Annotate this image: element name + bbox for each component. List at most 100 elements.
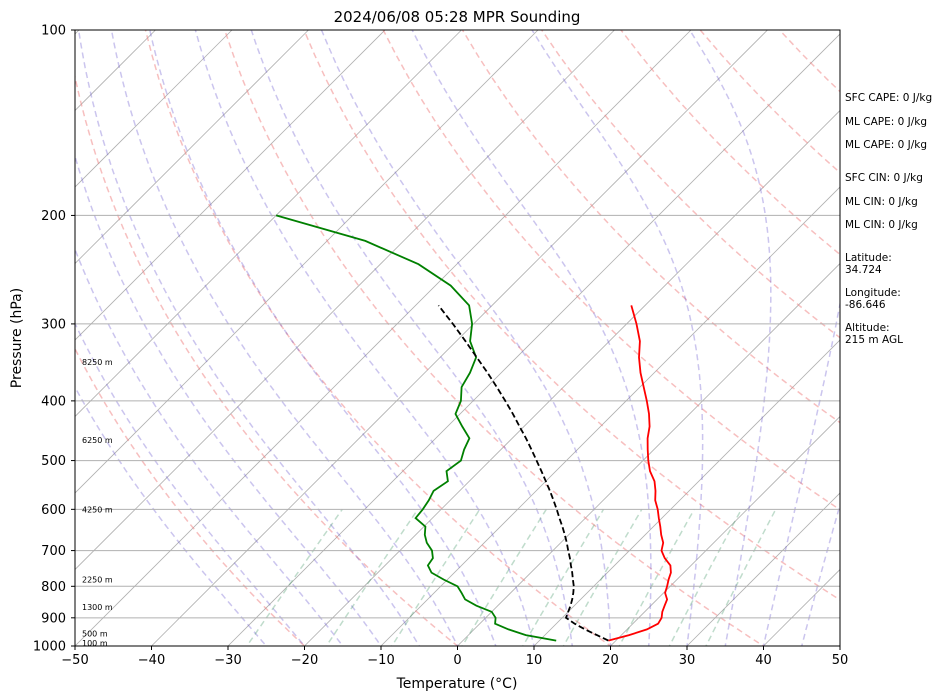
background-lines xyxy=(0,30,947,659)
x-axis-ticks: −50 −40 −30 −20 −10 0 10 20 30 40 50 xyxy=(61,646,848,668)
isotherm-line xyxy=(227,33,840,646)
longitude-value: -86.646 xyxy=(845,299,886,311)
dry-adiabat xyxy=(75,347,306,646)
profile-lines xyxy=(275,214,672,642)
y-tick-label: 300 xyxy=(41,317,66,332)
isobar-grid xyxy=(75,29,840,647)
isotherm-line xyxy=(75,30,233,188)
dry-adiabat xyxy=(382,30,840,511)
isotherm-line xyxy=(75,30,462,418)
y-tick-label: 900 xyxy=(41,611,66,626)
latitude-label: Latitude: xyxy=(845,252,892,264)
isotherm-line xyxy=(303,109,840,646)
x-tick-label: 50 xyxy=(832,653,849,668)
isotherm-line xyxy=(75,30,386,341)
y-tick-label: 800 xyxy=(41,580,66,595)
isotherm-line xyxy=(75,30,309,265)
height-label: 6250 m xyxy=(82,436,113,445)
mixing-ratio-line xyxy=(705,508,777,646)
isotherm-line xyxy=(609,415,840,646)
mixing-ratio-line xyxy=(668,508,742,646)
y-axis-ticks: 1000 900 800 700 600 500 400 300 200 100 xyxy=(33,24,75,655)
dry-adiabat xyxy=(75,73,459,646)
moist-adiabat xyxy=(77,30,421,646)
isotherm-line xyxy=(75,30,539,494)
sfc-cin-stat: SFC CIN: 0 J/kg xyxy=(845,172,923,184)
x-tick-label: 40 xyxy=(755,653,772,668)
moist-adiabat xyxy=(320,30,612,646)
moist-adiabat xyxy=(149,30,497,646)
y-tick-label: 700 xyxy=(41,544,66,559)
moist-adiabat xyxy=(689,30,772,646)
isotherm-line xyxy=(75,30,692,646)
x-tick-label: −20 xyxy=(291,653,318,668)
moist-adiabat xyxy=(801,502,840,646)
height-label: 100 m xyxy=(82,639,108,648)
mixing-ratio-line xyxy=(461,508,547,646)
isotherm-line xyxy=(533,339,840,646)
isotherm-line xyxy=(686,492,840,646)
moist-adiabat xyxy=(762,300,840,646)
moist-adiabat xyxy=(75,153,382,646)
height-label: 500 m xyxy=(82,630,108,639)
longitude-label: Longitude: xyxy=(845,287,901,299)
moist-adiabat xyxy=(75,321,306,646)
chart-title: 2024/06/08 05:28 MPR Sounding xyxy=(334,8,581,26)
x-tick-label: −40 xyxy=(138,653,165,668)
x-tick-label: 10 xyxy=(526,653,543,668)
moist-adiabat xyxy=(110,30,459,646)
dry-adiabat xyxy=(461,30,840,424)
y-tick-label: 500 xyxy=(41,454,66,469)
mixing-ratio-line xyxy=(618,508,695,646)
y-tick-label: 100 xyxy=(41,24,66,39)
altitude-label: Altitude: xyxy=(845,322,890,334)
ml-cape-stat: ML CAPE: 0 J/kg xyxy=(845,116,928,128)
x-tick-label: 0 xyxy=(453,653,461,668)
moist-adiabat xyxy=(531,30,704,646)
ml-cin-stat: ML CIN: 0 J/kg xyxy=(845,196,918,208)
isotherm-line xyxy=(456,262,840,646)
plot-frame xyxy=(74,29,841,647)
isotherm-line xyxy=(150,30,768,646)
ml-cin-stat-2: ML CIN: 0 J/kg xyxy=(845,219,918,231)
dry-adiabat xyxy=(223,30,765,646)
dry-adiabat xyxy=(938,30,947,659)
mixing-ratio-line xyxy=(562,508,643,646)
height-label: 8250 m xyxy=(82,358,113,367)
moist-adiabat xyxy=(411,30,652,646)
mixing-ratio-line xyxy=(390,508,481,646)
dry-adiabat xyxy=(144,30,612,646)
dewpoint-profile xyxy=(275,214,557,642)
isotherm-line xyxy=(75,30,615,571)
moist-adiabat xyxy=(75,247,344,646)
sfc-cape-stat: SFC CAPE: 0 J/kg xyxy=(845,92,933,104)
height-label: 4250 m xyxy=(82,505,113,514)
altitude-value: 215 m AGL xyxy=(845,334,903,346)
latitude-value: 34.724 xyxy=(845,264,882,276)
dry-adiabat xyxy=(303,30,840,601)
x-tick-label: −10 xyxy=(367,653,394,668)
height-label: 2250 m xyxy=(82,576,113,585)
moist-adiabat xyxy=(194,30,535,646)
ml-cape-stat-2: ML CAPE: 0 J/kg xyxy=(845,139,928,151)
y-axis-title: Pressure (hPa) xyxy=(9,288,25,388)
temperature-profile xyxy=(608,305,672,642)
y-tick-label: 400 xyxy=(41,394,66,409)
mixing-ratio-line xyxy=(522,508,605,646)
isotherm-line xyxy=(380,186,840,646)
y-tick-label: 200 xyxy=(41,209,66,224)
x-tick-label: 30 xyxy=(679,653,696,668)
mixing-ratio-line xyxy=(245,508,343,646)
x-tick-label: −30 xyxy=(214,653,241,668)
y-tick-label: 1000 xyxy=(33,640,66,655)
x-axis-title: Temperature (°C) xyxy=(396,676,518,692)
isotherm-line xyxy=(0,30,3,659)
mixing-ratio-line xyxy=(325,508,419,646)
y-tick-label: 600 xyxy=(41,503,66,518)
x-tick-label: 20 xyxy=(602,653,619,668)
height-label: 1300 m xyxy=(82,603,113,612)
parcel-profile xyxy=(437,304,609,642)
x-tick-label: −50 xyxy=(61,653,88,668)
